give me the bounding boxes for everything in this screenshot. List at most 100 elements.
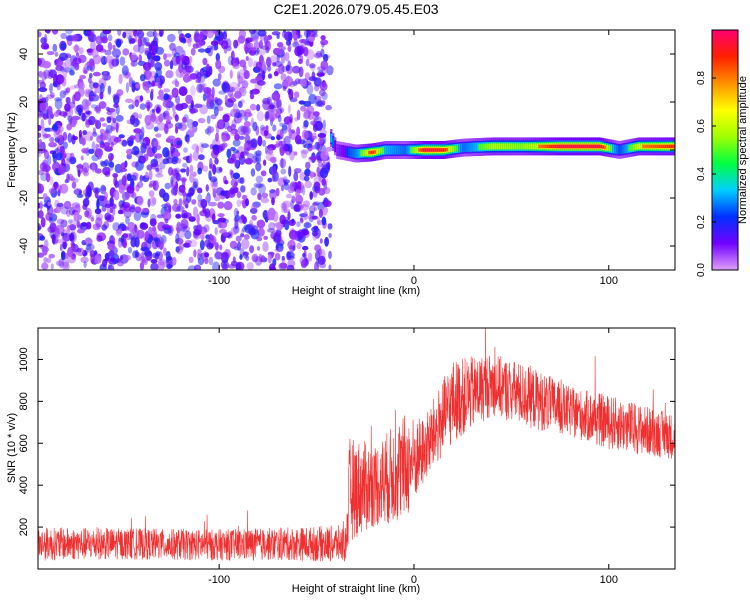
- spectrogram-y-label: Frequency (Hz): [6, 112, 18, 188]
- signal-cell: [572, 144, 575, 149]
- signal-cell: [438, 148, 441, 152]
- noise-cell: [189, 173, 195, 183]
- noise-cell: [285, 64, 291, 72]
- signal-cell: [614, 144, 617, 154]
- noise-cell: [71, 181, 77, 189]
- noise-cell: [178, 184, 186, 193]
- signal-cell: [506, 143, 509, 150]
- colorbar-gradient: [712, 30, 738, 270]
- noise-cell: [95, 143, 99, 150]
- signal-cell: [576, 144, 579, 149]
- noise-cell: [170, 187, 178, 195]
- noise-cell: [155, 167, 160, 172]
- signal-cell: [380, 147, 383, 154]
- spectrogram-y-tick-label: 20: [18, 96, 30, 108]
- noise-cell: [81, 112, 86, 122]
- noise-cell: [86, 110, 93, 116]
- noise-cell: [93, 254, 102, 264]
- noise-cell: [261, 60, 266, 71]
- signal-cell: [480, 143, 483, 150]
- noise-cell: [175, 126, 179, 134]
- signal-cell: [608, 145, 611, 152]
- noise-cell: [239, 254, 243, 260]
- noise-cell: [95, 44, 104, 52]
- noise-cell: [201, 83, 205, 90]
- noise-cell: [111, 48, 121, 58]
- noise-cell: [150, 262, 159, 270]
- signal-cell: [500, 143, 503, 150]
- noise-cell: [135, 251, 140, 258]
- noise-cell: [190, 185, 199, 191]
- noise-cell: [80, 256, 89, 263]
- noise-cell: [223, 30, 227, 35]
- signal-cell: [420, 148, 423, 152]
- noise-cell: [204, 47, 211, 54]
- noise-cell: [130, 204, 136, 210]
- signal-cell: [538, 144, 541, 149]
- noise-cell: [46, 30, 51, 35]
- noise-cell: [69, 231, 77, 243]
- noise-cell: [55, 74, 65, 85]
- noise-cell: [293, 38, 298, 46]
- noise-cell: [321, 178, 327, 186]
- noise-cell: [209, 176, 218, 183]
- noise-cell: [186, 166, 190, 177]
- noise-cell: [268, 222, 276, 231]
- noise-cell: [184, 230, 192, 240]
- noise-cell: [64, 179, 68, 184]
- noise-cell: [172, 256, 177, 266]
- noise-cell: [249, 93, 255, 100]
- noise-cell: [170, 176, 174, 185]
- noise-cell: [146, 164, 153, 171]
- noise-cell: [270, 102, 274, 110]
- noise-cell: [280, 157, 284, 169]
- noise-cell: [288, 128, 293, 139]
- signal-cell: [402, 145, 405, 155]
- noise-cell: [73, 211, 80, 222]
- noise-cell: [149, 218, 157, 227]
- noise-cell: [299, 217, 304, 222]
- noise-cell: [176, 226, 180, 232]
- noise-cell: [321, 161, 329, 170]
- noise-cell: [56, 84, 61, 91]
- noise-cell: [139, 74, 146, 82]
- noise-cell: [230, 178, 239, 188]
- signal-cell: [570, 144, 573, 149]
- noise-cell: [319, 167, 329, 179]
- noise-cell: [149, 196, 156, 207]
- noise-cell: [166, 157, 174, 164]
- noise-cell: [122, 233, 129, 239]
- noise-cell: [110, 141, 114, 148]
- noise-cell: [288, 122, 292, 130]
- signal-cell: [484, 143, 487, 150]
- noise-cell: [137, 37, 142, 47]
- noise-cell: [296, 126, 301, 137]
- noise-cell: [94, 208, 102, 215]
- noise-cell: [121, 175, 127, 186]
- noise-cell: [62, 141, 68, 150]
- noise-cell: [263, 159, 267, 166]
- signal-cell: [616, 145, 619, 155]
- noise-cell: [175, 172, 181, 182]
- noise-cell: [196, 213, 200, 225]
- noise-cell: [156, 122, 166, 131]
- noise-cell: [154, 237, 158, 243]
- noise-cell: [194, 264, 202, 270]
- noise-cell: [68, 224, 77, 231]
- signal-cell: [458, 143, 461, 153]
- noise-cell: [234, 158, 239, 169]
- signal-cell: [360, 150, 363, 157]
- signal-cell: [656, 144, 659, 149]
- noise-cell: [262, 100, 271, 111]
- noise-cell: [234, 219, 239, 230]
- noise-cell: [102, 123, 108, 127]
- noise-cell: [80, 134, 86, 145]
- noise-cell: [192, 181, 198, 189]
- noise-cell: [131, 192, 137, 199]
- noise-cell: [54, 98, 63, 110]
- noise-cell: [312, 123, 318, 132]
- noise-cell: [243, 142, 249, 149]
- signal-cell: [592, 144, 595, 149]
- signal-cell: [454, 145, 457, 152]
- noise-cell: [147, 236, 155, 245]
